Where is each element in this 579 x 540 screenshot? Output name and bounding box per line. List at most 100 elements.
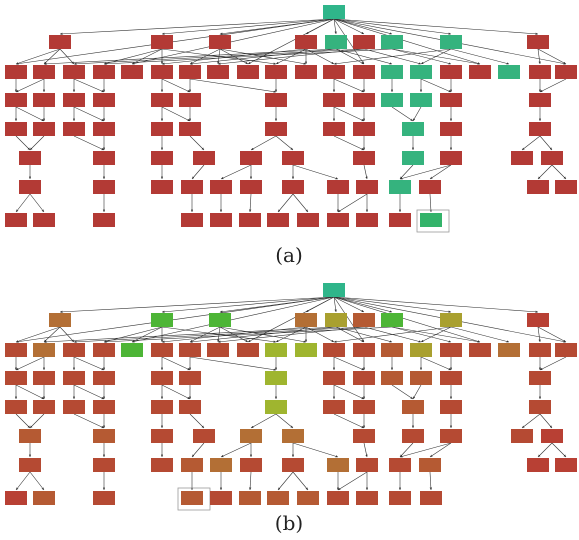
tree-edge <box>292 442 339 458</box>
tree-edge <box>131 18 335 65</box>
tree-node <box>179 93 201 107</box>
tree-node <box>209 35 231 49</box>
tree-node <box>440 400 462 414</box>
tree-node <box>498 65 520 79</box>
tree-edge <box>420 326 452 343</box>
tree-node <box>327 491 349 505</box>
tree-edge <box>277 193 294 213</box>
tree-node <box>209 313 231 327</box>
tree-node <box>282 180 304 194</box>
tree-edge <box>15 413 31 429</box>
tree-edge <box>250 135 277 151</box>
tree-edge <box>191 164 205 180</box>
tree-edge <box>450 326 510 343</box>
tree-edge <box>161 384 191 400</box>
tree-edge <box>15 471 31 491</box>
tree-edge <box>537 164 553 180</box>
tree-edge <box>248 193 252 213</box>
tree-node <box>356 458 378 472</box>
tree-edge <box>103 48 393 66</box>
tree-edge <box>217 48 365 65</box>
tree-node <box>239 213 261 227</box>
tree-node <box>529 122 551 136</box>
root-node <box>323 283 345 297</box>
tree-edge <box>15 18 335 65</box>
tree-edge <box>333 296 481 343</box>
tree-edge <box>43 48 337 66</box>
tree-edge <box>161 106 191 122</box>
tree-node <box>389 213 411 227</box>
tree-node <box>381 343 403 357</box>
tree-node <box>440 429 462 443</box>
tree-edge <box>333 135 365 151</box>
tree-edge <box>363 164 368 180</box>
tree-node <box>356 491 378 505</box>
tree-node <box>63 371 85 385</box>
tree-node <box>5 213 27 227</box>
tree-edge <box>391 326 452 343</box>
tree-node <box>419 458 441 472</box>
tree-edge <box>43 326 61 343</box>
tree-edge <box>161 296 335 313</box>
tree-node <box>527 35 549 49</box>
tree-node <box>265 343 287 357</box>
tree-node <box>529 371 551 385</box>
tree-edge <box>15 78 45 93</box>
tree-node <box>511 151 533 165</box>
tree-edge <box>333 48 452 65</box>
tree-edge <box>248 471 252 491</box>
tree-edge <box>15 384 45 400</box>
tree-edge <box>43 326 337 344</box>
tree-edge <box>29 193 45 213</box>
tree-node <box>5 491 27 505</box>
tree-node <box>151 313 173 327</box>
tree-node <box>389 491 411 505</box>
tree-edge <box>29 135 45 151</box>
tree-node <box>323 343 345 357</box>
panel-a <box>5 5 577 233</box>
tree-node <box>541 151 563 165</box>
tree-node <box>93 213 115 227</box>
tree-node <box>33 371 55 385</box>
tree-node <box>527 180 549 194</box>
tree-edge <box>131 296 335 343</box>
tree-node <box>323 371 345 385</box>
tree-edge <box>250 413 277 429</box>
tree-edge <box>537 326 541 343</box>
tree-edge <box>333 106 365 122</box>
tree-edge <box>15 193 31 213</box>
tree-node <box>181 458 203 472</box>
panel-b <box>5 283 577 511</box>
tree-edge <box>333 413 365 429</box>
tree-node <box>181 213 203 227</box>
tree-node <box>33 343 55 357</box>
tree-node <box>529 400 551 414</box>
tree-node <box>5 122 27 136</box>
tree-node <box>440 343 462 357</box>
tree-edge <box>333 18 481 65</box>
tree-edge <box>429 442 452 458</box>
tree-node <box>527 458 549 472</box>
tree-node <box>63 65 85 79</box>
tree-edge <box>333 296 393 313</box>
tree-edge <box>15 296 335 343</box>
tree-node <box>323 122 345 136</box>
tree-node <box>19 151 41 165</box>
tree-node <box>356 180 378 194</box>
tree-edge <box>73 135 105 151</box>
tree-node <box>240 180 262 194</box>
tree-edge <box>73 78 105 93</box>
tree-node <box>295 65 317 79</box>
tree-node <box>151 400 173 414</box>
tree-edge <box>189 326 221 343</box>
tree-node <box>295 313 317 327</box>
root-node <box>323 5 345 19</box>
tree-node <box>353 93 375 107</box>
tree-node <box>282 429 304 443</box>
tree-node <box>63 93 85 107</box>
tree-node <box>353 122 375 136</box>
tree-node <box>237 343 259 357</box>
tree-edge <box>73 413 105 429</box>
tree-node <box>240 151 262 165</box>
tree-node <box>282 151 304 165</box>
